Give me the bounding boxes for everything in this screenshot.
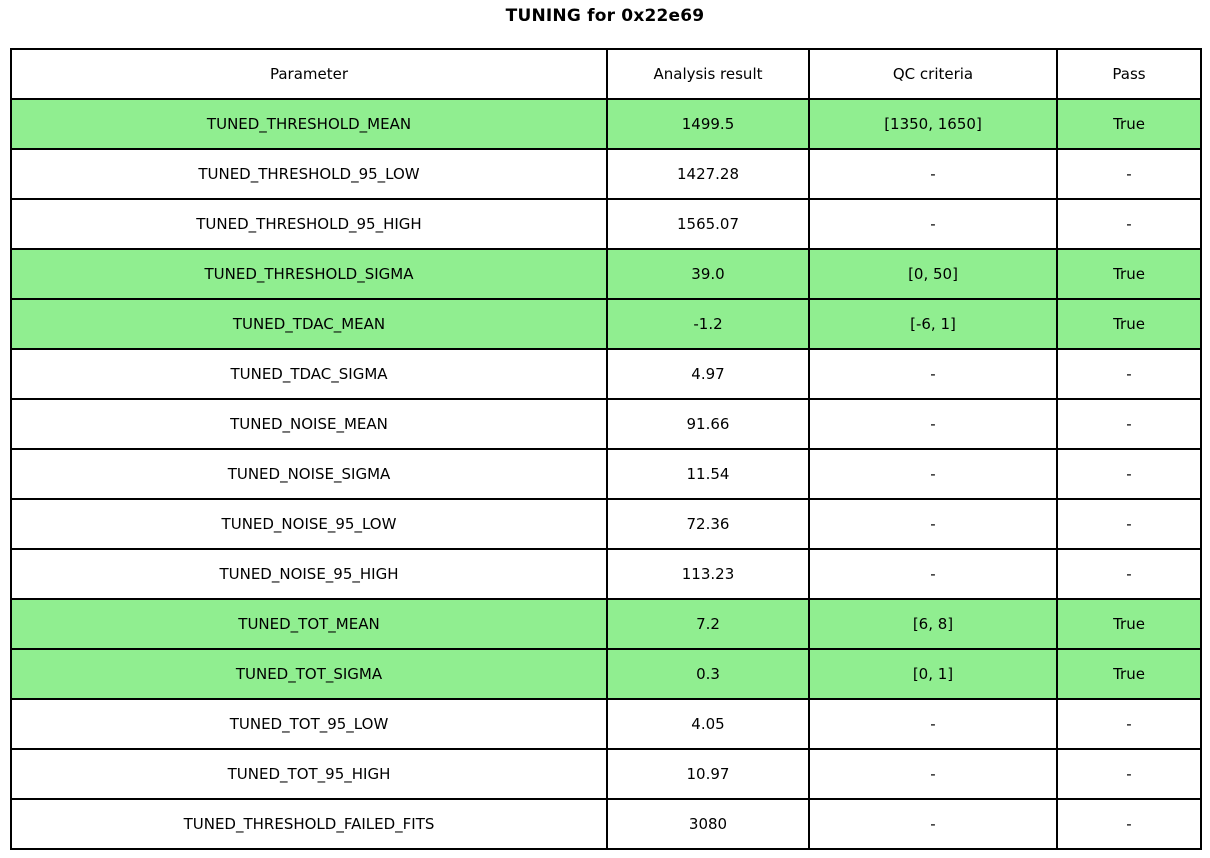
- table-row: TUNED_TOT_95_HIGH 10.97- -: [10, 748, 1202, 800]
- qc-criteria-cell: [6, 8]: [808, 598, 1058, 650]
- table-header-row: Parameter Analysis result QC criteria Pa…: [10, 48, 1202, 100]
- parameter-cell: TUNED_NOISE_SIGMA: [10, 448, 608, 500]
- pass-cell: -: [1056, 148, 1202, 200]
- column-header-analysis-result: Analysis result: [606, 48, 810, 100]
- pass-cell: -: [1056, 798, 1202, 850]
- pass-cell: -: [1056, 698, 1202, 750]
- analysis-result-cell: 11.54: [606, 448, 810, 500]
- table-row: TUNED_THRESHOLD_95_HIGH 1565.07- -: [10, 198, 1202, 250]
- pass-cell: -: [1056, 448, 1202, 500]
- table-row: TUNED_TDAC_SIGMA 4.97- -: [10, 348, 1202, 400]
- pass-cell: -: [1056, 548, 1202, 600]
- analysis-result-cell: 0.3: [606, 648, 810, 700]
- parameter-cell: TUNED_NOISE_MEAN: [10, 398, 608, 450]
- pass-cell: -: [1056, 498, 1202, 550]
- table-row: TUNED_THRESHOLD_95_LOW 1427.28- -: [10, 148, 1202, 200]
- parameter-cell: TUNED_THRESHOLD_95_HIGH: [10, 198, 608, 250]
- column-header-parameter: Parameter: [10, 48, 608, 100]
- analysis-result-cell: -1.2: [606, 298, 810, 350]
- analysis-result-cell: 4.97: [606, 348, 810, 400]
- analysis-result-cell: 39.0: [606, 248, 810, 300]
- pass-cell: True: [1056, 98, 1202, 150]
- pass-cell: -: [1056, 398, 1202, 450]
- parameter-cell: TUNED_TOT_95_HIGH: [10, 748, 608, 800]
- pass-cell: -: [1056, 198, 1202, 250]
- parameter-cell: TUNED_THRESHOLD_SIGMA: [10, 248, 608, 300]
- qc-table: Parameter Analysis result QC criteria Pa…: [10, 48, 1202, 850]
- page-title: TUNING for 0x22e69: [505, 6, 705, 26]
- table-row: TUNED_TOT_MEAN 7.2 [6, 8] True: [10, 598, 1202, 650]
- parameter-cell: TUNED_TOT_95_LOW: [10, 698, 608, 750]
- qc-criteria-cell: -: [808, 748, 1058, 800]
- qc-criteria-cell: -: [808, 448, 1058, 500]
- parameter-cell: TUNED_THRESHOLD_FAILED_FITS: [10, 798, 608, 850]
- qc-criteria-cell: [-6, 1]: [808, 298, 1058, 350]
- analysis-result-cell: 1565.07: [606, 198, 810, 250]
- qc-criteria-cell: -: [808, 348, 1058, 400]
- table-row: TUNED_TOT_95_LOW 4.05- -: [10, 698, 1202, 750]
- table-row: TUNED_THRESHOLD_FAILED_FITS 3080- -: [10, 798, 1202, 850]
- parameter-cell: TUNED_NOISE_95_LOW: [10, 498, 608, 550]
- table-row: TUNED_NOISE_95_LOW 72.36- -: [10, 498, 1202, 550]
- column-header-qc-criteria: QC criteria: [808, 48, 1058, 100]
- analysis-result-cell: 4.05: [606, 698, 810, 750]
- parameter-cell: TUNED_NOISE_95_HIGH: [10, 548, 608, 600]
- analysis-result-cell: 7.2: [606, 598, 810, 650]
- pass-cell: True: [1056, 248, 1202, 300]
- qc-criteria-cell: -: [808, 798, 1058, 850]
- table-row: TUNED_THRESHOLD_MEAN 1499.5 [1350, 1650] Tr…: [10, 98, 1202, 150]
- table-row: TUNED_TDAC_MEAN -1.2 [-6, 1] True: [10, 298, 1202, 350]
- column-header-pass: Pass: [1056, 48, 1202, 100]
- analysis-result-cell: 1499.5: [606, 98, 810, 150]
- parameter-cell: TUNED_TDAC_MEAN: [10, 298, 608, 350]
- table-row: TUNED_TOT_SIGMA 0.3 [0, 1] True: [10, 648, 1202, 700]
- table-row: TUNED_NOISE_SIGMA 11.54- -: [10, 448, 1202, 500]
- parameter-cell: TUNED_TOT_SIGMA: [10, 648, 608, 700]
- analysis-result-cell: 72.36: [606, 498, 810, 550]
- qc-criteria-cell: -: [808, 548, 1058, 600]
- qc-criteria-cell: -: [808, 198, 1058, 250]
- table-row: TUNED_NOISE_MEAN 91.66- -: [10, 398, 1202, 450]
- parameter-cell: TUNED_THRESHOLD_95_LOW: [10, 148, 608, 200]
- table-body: TUNED_THRESHOLD_MEAN 1499.5 [1350, 1650] Tr…: [10, 98, 1202, 850]
- qc-criteria-cell: [0, 1]: [808, 648, 1058, 700]
- analysis-result-cell: 3080: [606, 798, 810, 850]
- analysis-result-cell: 113.23: [606, 548, 810, 600]
- qc-criteria-cell: [0, 50]: [808, 248, 1058, 300]
- pass-cell: True: [1056, 598, 1202, 650]
- qc-criteria-cell: -: [808, 498, 1058, 550]
- analysis-result-cell: 91.66: [606, 398, 810, 450]
- analysis-result-cell: 10.97: [606, 748, 810, 800]
- pass-cell: -: [1056, 748, 1202, 800]
- pass-cell: True: [1056, 298, 1202, 350]
- parameter-cell: TUNED_TDAC_SIGMA: [10, 348, 608, 400]
- table-row: TUNED_NOISE_95_HIGH 113.23- -: [10, 548, 1202, 600]
- table-row: TUNED_THRESHOLD_SIGMA 39.0 [0, 50] True: [10, 248, 1202, 300]
- qc-criteria-cell: -: [808, 698, 1058, 750]
- parameter-cell: TUNED_THRESHOLD_MEAN: [10, 98, 608, 150]
- parameter-cell: TUNED_TOT_MEAN: [10, 598, 608, 650]
- pass-cell: True: [1056, 648, 1202, 700]
- qc-criteria-cell: [1350, 1650]: [808, 98, 1058, 150]
- analysis-result-cell: 1427.28: [606, 148, 810, 200]
- pass-cell: -: [1056, 348, 1202, 400]
- qc-criteria-cell: -: [808, 148, 1058, 200]
- qc-criteria-cell: -: [808, 398, 1058, 450]
